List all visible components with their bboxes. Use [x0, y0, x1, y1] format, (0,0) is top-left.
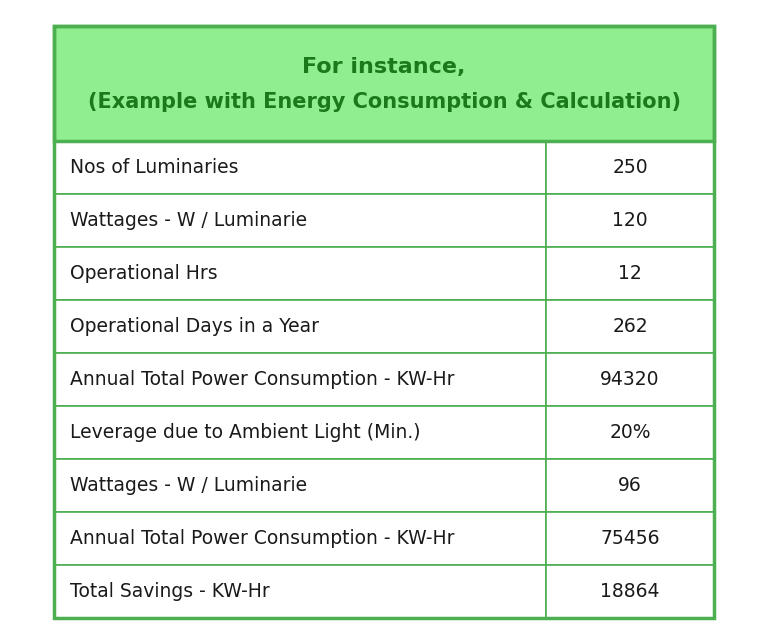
Text: 94320: 94320 — [601, 370, 660, 389]
Text: 18864: 18864 — [601, 582, 660, 601]
Bar — [54, 300, 546, 354]
Bar — [54, 194, 546, 247]
Text: 12: 12 — [618, 264, 642, 283]
Bar — [54, 26, 714, 618]
Text: Operational Hrs: Operational Hrs — [71, 264, 218, 283]
Text: Annual Total Power Consumption - KW-Hr: Annual Total Power Consumption - KW-Hr — [71, 370, 455, 389]
Text: Leverage due to Ambient Light (Min.): Leverage due to Ambient Light (Min.) — [71, 423, 421, 442]
Text: Operational Days in a Year: Operational Days in a Year — [71, 317, 319, 336]
Bar — [546, 300, 714, 354]
Bar — [54, 141, 546, 194]
Bar — [54, 406, 546, 459]
Text: Total Savings - KW-Hr: Total Savings - KW-Hr — [71, 582, 270, 601]
Bar — [546, 406, 714, 459]
Text: 262: 262 — [612, 317, 648, 336]
Bar — [546, 194, 714, 247]
Bar — [54, 354, 546, 406]
Bar — [546, 247, 714, 300]
Bar — [54, 26, 714, 141]
Bar — [546, 459, 714, 512]
Bar — [54, 565, 546, 618]
Bar — [546, 354, 714, 406]
Bar — [546, 512, 714, 565]
Text: 120: 120 — [612, 211, 648, 231]
Text: Wattages - W / Luminarie: Wattages - W / Luminarie — [71, 477, 307, 495]
Text: (Example with Energy Consumption & Calculation): (Example with Energy Consumption & Calcu… — [88, 92, 680, 112]
Text: 75456: 75456 — [601, 529, 660, 548]
Text: 250: 250 — [612, 158, 648, 177]
Text: Wattages - W / Luminarie: Wattages - W / Luminarie — [71, 211, 307, 231]
Bar — [54, 512, 546, 565]
Text: Nos of Luminaries: Nos of Luminaries — [71, 158, 239, 177]
Text: For instance,: For instance, — [303, 57, 465, 77]
Text: 96: 96 — [618, 477, 642, 495]
Text: Annual Total Power Consumption - KW-Hr: Annual Total Power Consumption - KW-Hr — [71, 529, 455, 548]
Bar — [546, 141, 714, 194]
Bar — [54, 247, 546, 300]
Bar — [54, 459, 546, 512]
Text: 20%: 20% — [609, 423, 650, 442]
Bar — [546, 565, 714, 618]
